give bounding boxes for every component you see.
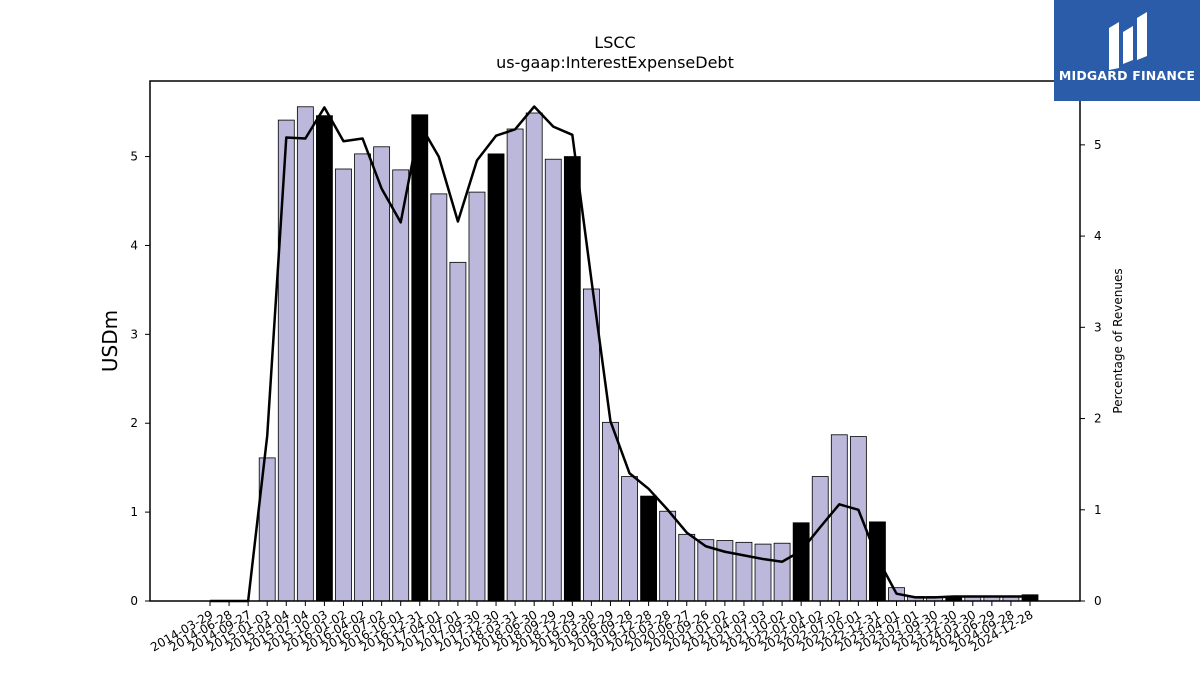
y-right-tick-label: 4 xyxy=(1094,229,1102,243)
bar-2022-10-01 xyxy=(849,436,867,602)
bar-2022-12-31 xyxy=(869,521,886,602)
bar-2020-06-27 xyxy=(678,533,696,602)
bar-2018-12-29 xyxy=(563,156,581,602)
bar-2021-04-03 xyxy=(735,541,753,602)
y-left-tick-label: 1 xyxy=(130,505,138,519)
y-axis-right: 0 1 2 3 4 5 xyxy=(1080,138,1102,608)
bar-2020-03-28 xyxy=(659,510,677,602)
bars-layer xyxy=(258,106,1039,602)
midgard-logo-icon xyxy=(1109,12,1147,70)
x-axis: 2014-03-292014-06-282014-09-272015-01-03… xyxy=(148,601,1036,654)
bar-2018-03-31 xyxy=(506,128,524,602)
y-axis-label-left: USDm xyxy=(98,310,122,372)
bar-2015-04-04 xyxy=(277,119,295,602)
bar-2022-01-01 xyxy=(792,522,810,602)
y-left-tick-label: 5 xyxy=(130,150,138,164)
y-axis-label-right: Percentage of Revenues xyxy=(1111,268,1125,413)
bar-2018-09-29 xyxy=(544,158,562,602)
bar-2016-07-02 xyxy=(373,146,391,602)
bar-2016-12-31 xyxy=(411,114,429,602)
bar-2019-06-29 xyxy=(602,421,619,602)
chart-subtitle: us-gaap:InterestExpenseDebt xyxy=(496,53,734,72)
bar-2022-04-02 xyxy=(811,476,829,602)
bar-2015-10-03 xyxy=(316,115,333,602)
bar-2019-03-30 xyxy=(583,288,600,602)
y-right-tick-label: 3 xyxy=(1094,320,1102,334)
brand-name: MIDGARD FINANCE xyxy=(1058,68,1196,83)
plot-frame xyxy=(149,80,1081,602)
bar-2017-04-01 xyxy=(430,193,448,602)
bar-2016-10-01 xyxy=(392,169,410,602)
y-axis-left: 0 1 2 3 4 5 xyxy=(130,150,150,608)
percentage-line xyxy=(210,105,1030,603)
bar-2019-09-28 xyxy=(621,476,638,602)
y-right-tick-label: 5 xyxy=(1094,138,1102,152)
chart-title: LSCC xyxy=(594,33,635,52)
bar-2015-07-04 xyxy=(296,106,314,602)
bar-2021-07-03 xyxy=(754,543,772,602)
bar-2016-04-02 xyxy=(354,153,371,602)
bar-2018-06-30 xyxy=(525,112,543,602)
bar-2017-07-01 xyxy=(449,261,467,602)
bar-2021-10-02 xyxy=(773,542,791,602)
bar-2016-01-02 xyxy=(335,168,352,602)
y-right-tick-label: 0 xyxy=(1094,594,1102,608)
line-layer xyxy=(210,105,1030,603)
bar-2022-07-02 xyxy=(830,434,848,602)
y-left-tick-label: 2 xyxy=(130,416,138,430)
y-left-tick-label: 4 xyxy=(130,238,138,252)
y-left-tick-label: 3 xyxy=(130,327,138,341)
bar-2017-09-30 xyxy=(468,191,486,602)
brand-logo: MIDGARD FINANCE xyxy=(1054,0,1200,101)
bar-2017-12-30 xyxy=(487,153,505,602)
bar-2019-12-28 xyxy=(640,495,657,602)
y-left-tick-label: 0 xyxy=(130,594,138,608)
y-right-tick-label: 2 xyxy=(1094,412,1102,426)
y-right-tick-label: 1 xyxy=(1094,503,1102,517)
